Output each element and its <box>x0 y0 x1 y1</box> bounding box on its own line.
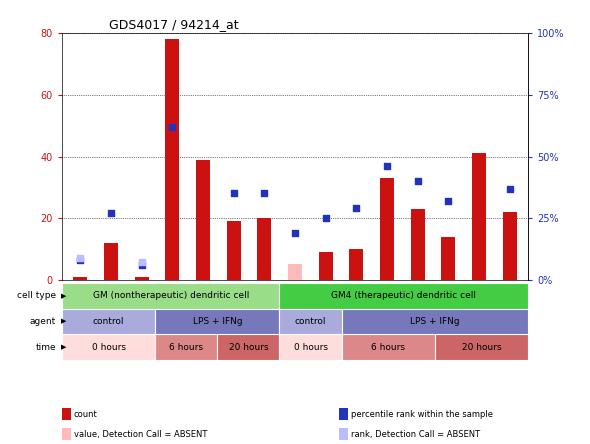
Bar <box>257 218 271 280</box>
Point <box>137 259 146 266</box>
Text: 20 hours: 20 hours <box>461 343 501 352</box>
Bar <box>435 334 528 360</box>
Text: GM (nontherapeutic) dendritic cell: GM (nontherapeutic) dendritic cell <box>93 291 249 300</box>
Text: LPS + IFNg: LPS + IFNg <box>410 317 460 326</box>
Bar <box>135 277 149 280</box>
Text: 6 hours: 6 hours <box>371 343 405 352</box>
Point <box>137 262 146 269</box>
Bar <box>380 178 394 280</box>
Point <box>382 163 392 170</box>
Text: count: count <box>74 410 97 419</box>
Point <box>505 185 514 192</box>
Bar <box>196 159 210 280</box>
Text: value, Detection Call = ABSENT: value, Detection Call = ABSENT <box>74 430 207 439</box>
Point <box>290 230 300 237</box>
Bar <box>280 283 528 309</box>
Text: percentile rank within the sample: percentile rank within the sample <box>351 410 493 419</box>
Point <box>76 254 85 261</box>
Text: ▶: ▶ <box>61 344 66 350</box>
Bar <box>227 221 241 280</box>
Text: control: control <box>93 317 124 326</box>
Bar <box>217 334 280 360</box>
Text: 0 hours: 0 hours <box>294 343 327 352</box>
Bar <box>319 252 333 280</box>
Point <box>444 197 453 204</box>
Text: LPS + IFNg: LPS + IFNg <box>192 317 242 326</box>
Bar <box>62 283 280 309</box>
Text: control: control <box>295 317 326 326</box>
Bar <box>441 237 455 280</box>
Point <box>76 257 85 264</box>
Bar <box>73 277 87 280</box>
Bar <box>62 309 155 334</box>
Bar <box>280 309 342 334</box>
Point <box>229 190 238 197</box>
Point <box>168 123 177 131</box>
Bar <box>472 154 486 280</box>
Point <box>321 214 330 222</box>
Text: ▶: ▶ <box>61 293 66 299</box>
Text: 6 hours: 6 hours <box>169 343 203 352</box>
Bar <box>62 334 155 360</box>
Bar <box>349 249 363 280</box>
Bar <box>288 264 302 280</box>
Text: agent: agent <box>30 317 56 326</box>
Bar <box>165 40 179 280</box>
Bar <box>155 334 217 360</box>
Bar <box>104 243 118 280</box>
Point <box>106 210 116 217</box>
Bar <box>342 309 528 334</box>
Bar <box>503 212 517 280</box>
Bar <box>288 264 302 280</box>
Point <box>413 178 422 185</box>
Bar <box>280 334 342 360</box>
Text: time: time <box>35 343 56 352</box>
Bar <box>411 209 425 280</box>
Bar <box>342 334 435 360</box>
Text: 20 hours: 20 hours <box>228 343 268 352</box>
Text: ▶: ▶ <box>61 318 66 325</box>
Text: rank, Detection Call = ABSENT: rank, Detection Call = ABSENT <box>351 430 480 439</box>
Point <box>260 190 269 197</box>
Bar <box>155 309 280 334</box>
Text: cell type: cell type <box>17 291 56 300</box>
Text: GM4 (therapeutic) dendritic cell: GM4 (therapeutic) dendritic cell <box>331 291 476 300</box>
Text: GDS4017 / 94214_at: GDS4017 / 94214_at <box>109 18 238 31</box>
Text: 0 hours: 0 hours <box>91 343 126 352</box>
Point <box>352 205 361 212</box>
